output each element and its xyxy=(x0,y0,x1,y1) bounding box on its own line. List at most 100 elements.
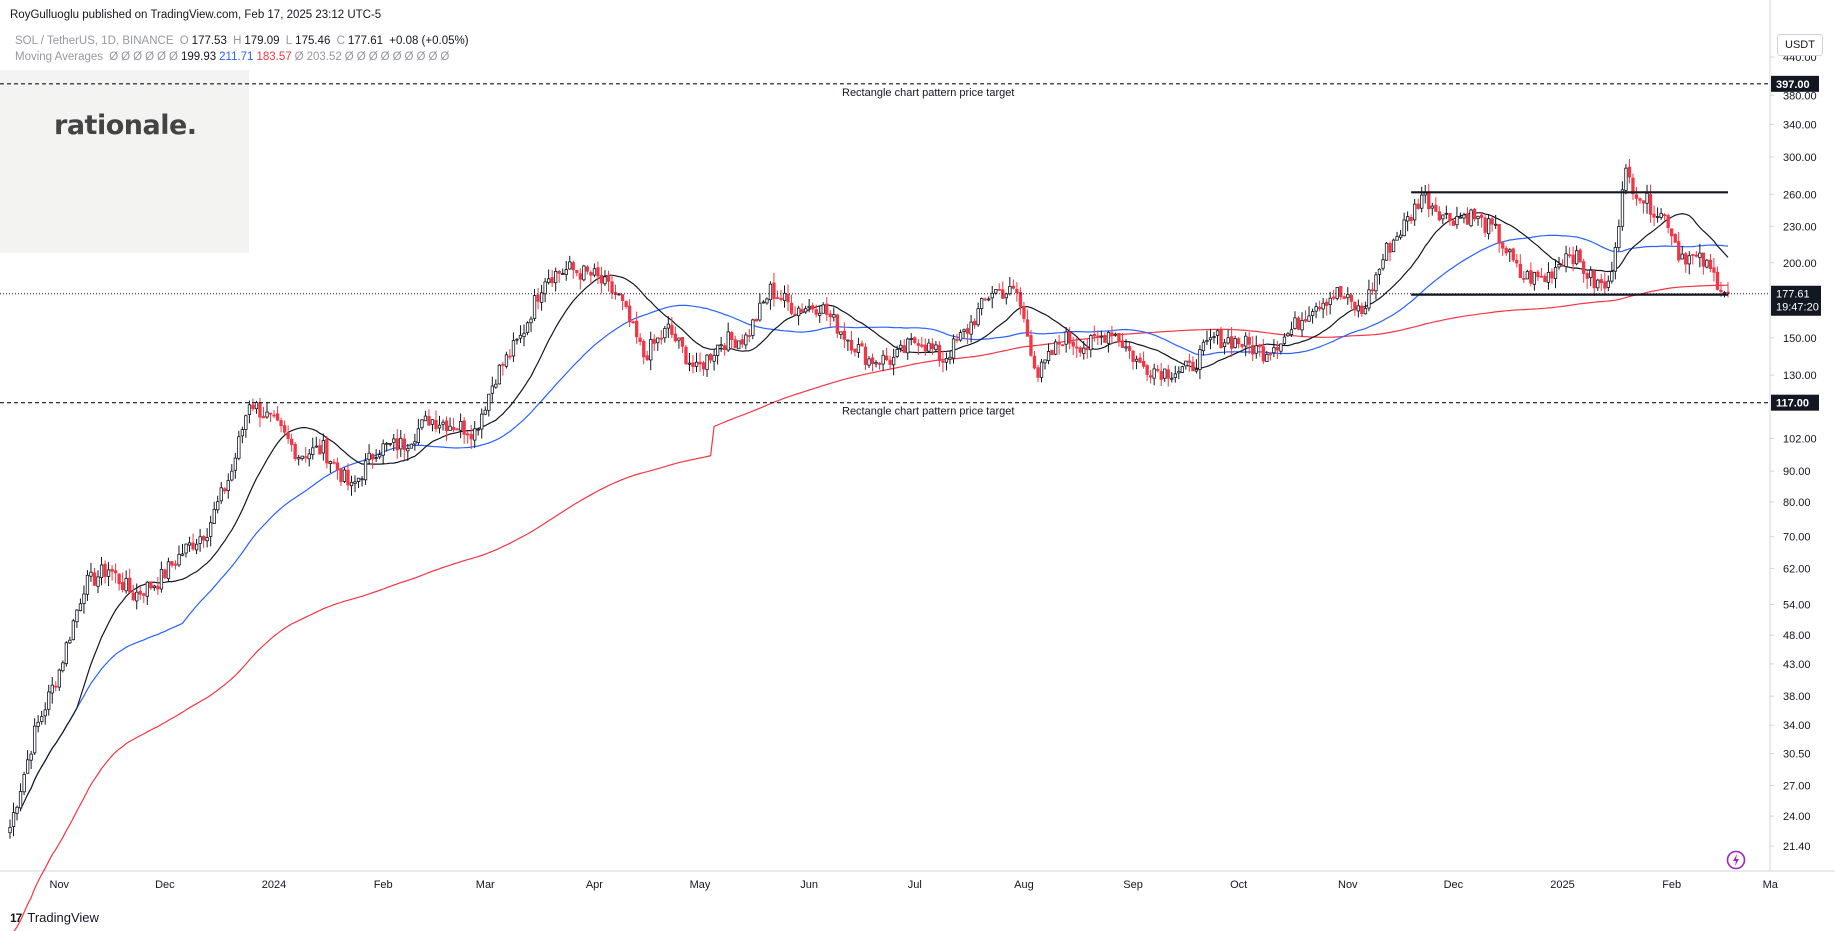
y-tick-label: 200.00 xyxy=(1783,258,1817,270)
candle-body xyxy=(272,414,276,417)
target-price-tag xyxy=(1771,75,1819,92)
candle-body xyxy=(723,345,727,351)
candle-body xyxy=(1360,305,1364,314)
candle-body xyxy=(121,582,125,590)
candle-body xyxy=(370,453,375,460)
candle-body xyxy=(1145,365,1149,375)
candle-body xyxy=(430,419,435,425)
candle-body xyxy=(951,338,956,359)
candle-body xyxy=(1670,228,1674,237)
candle-body xyxy=(1215,330,1220,336)
ma-value: Ø xyxy=(145,51,155,63)
candle-body xyxy=(1022,306,1026,319)
candle-body xyxy=(237,436,241,459)
candle-body xyxy=(1138,357,1142,363)
candle-body xyxy=(839,331,843,335)
candle-body xyxy=(1708,259,1713,270)
candle-body xyxy=(198,536,202,544)
candle-body xyxy=(1054,341,1058,355)
ma-values: Ø Ø Ø Ø Ø Ø 199.93 211.71 183.57 Ø 203.52 Ø Ø Ø Ø Ø Ø Ø Ø Ø xyxy=(109,51,452,63)
candle-body xyxy=(1652,213,1656,218)
candle-body xyxy=(885,355,889,361)
candle-body xyxy=(652,338,656,344)
candle-body xyxy=(631,321,635,324)
tradingview-logo-icon: 17 xyxy=(10,910,22,925)
candle-body xyxy=(592,268,597,276)
currency-button[interactable]: USDT xyxy=(1777,34,1823,56)
candle-body xyxy=(1564,253,1568,268)
x-tick-label: 2025 xyxy=(1550,879,1574,891)
candle-body xyxy=(487,393,491,411)
candle-body xyxy=(599,274,604,284)
candle-body xyxy=(230,470,234,481)
candle-body xyxy=(1075,346,1079,349)
candle-body xyxy=(1437,211,1441,221)
candle-body xyxy=(1610,271,1614,282)
ohlc-change: +0.08 (+0.05%) xyxy=(389,35,469,47)
y-tick-label: 300.00 xyxy=(1783,152,1817,164)
candle-body xyxy=(1715,271,1720,290)
y-tick-label: 70.00 xyxy=(1783,532,1811,544)
candle-body xyxy=(1550,271,1554,279)
candle-body xyxy=(40,716,44,722)
candle-body xyxy=(124,578,128,592)
candle-body xyxy=(1680,253,1684,260)
candle-body xyxy=(135,591,139,602)
candle-body xyxy=(1085,347,1089,350)
candle-body xyxy=(1152,368,1156,379)
candle-body xyxy=(1543,275,1547,283)
candle-body xyxy=(1311,311,1315,316)
candle-body xyxy=(779,297,783,300)
candle-body xyxy=(261,416,266,419)
candle-body xyxy=(75,609,79,623)
candle-body xyxy=(1120,340,1125,348)
candle-body xyxy=(610,281,614,294)
candle-body xyxy=(737,340,741,350)
candle-body xyxy=(853,348,857,353)
ma-value: Ø xyxy=(428,51,438,63)
candle-body xyxy=(1663,214,1667,217)
last-price-tag xyxy=(1771,285,1821,316)
candle-body xyxy=(1589,269,1593,278)
y-tick-label: 38.00 xyxy=(1783,691,1811,703)
publisher-line: RoyGulluoglu published on TradingView.co… xyxy=(10,9,382,21)
candle-body xyxy=(1201,341,1206,352)
candle-body xyxy=(638,337,642,342)
candle-body xyxy=(191,542,195,550)
candle-body xyxy=(1691,254,1695,256)
candle-body xyxy=(1441,214,1445,220)
candle-body xyxy=(473,428,477,441)
candle-body xyxy=(1321,302,1325,310)
x-tick-label: Ma xyxy=(1763,879,1779,891)
candle-body xyxy=(448,425,452,431)
candle-body xyxy=(1455,216,1459,226)
candle-body xyxy=(346,469,350,486)
candle-body xyxy=(353,481,357,484)
candle-body xyxy=(1293,317,1297,329)
ma-value: Ø xyxy=(157,51,166,63)
x-tick-label: 2024 xyxy=(262,879,286,891)
candle-body xyxy=(1465,213,1470,225)
candle-body xyxy=(712,354,716,362)
ma-value: Ø xyxy=(133,51,143,63)
candle-body xyxy=(268,412,273,415)
y-tick-label: 80.00 xyxy=(1783,497,1811,509)
candle-body xyxy=(1677,241,1681,261)
candle-body xyxy=(997,288,1001,291)
candle-body xyxy=(1261,346,1265,362)
candle-body xyxy=(1205,339,1209,343)
candle-body xyxy=(821,304,825,314)
candle-body xyxy=(1134,358,1139,362)
candle-body xyxy=(1099,335,1103,338)
candle-body xyxy=(1374,274,1378,292)
candle-body xyxy=(1395,236,1399,241)
x-tick-label: Feb xyxy=(1662,879,1681,891)
candle-body xyxy=(775,297,780,300)
candle-body xyxy=(1353,301,1357,311)
candle-body xyxy=(705,354,709,371)
candle-body xyxy=(635,320,639,338)
candle-body xyxy=(511,340,516,357)
candle-body xyxy=(877,362,882,365)
auto-scale-icon[interactable] xyxy=(1726,850,1746,870)
